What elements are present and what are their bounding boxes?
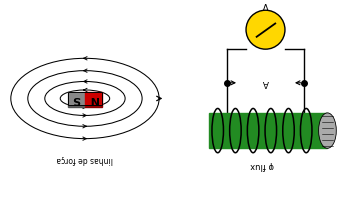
Text: S: S <box>73 94 80 104</box>
Text: φ flux: φ flux <box>250 160 274 169</box>
Text: V: V <box>262 0 269 10</box>
Bar <box>68 93 102 105</box>
Text: A: A <box>262 77 269 86</box>
Text: linhas de força: linhas de força <box>57 155 113 163</box>
Circle shape <box>246 11 285 50</box>
Bar <box>68 105 85 107</box>
Bar <box>85 105 102 107</box>
Bar <box>209 113 327 148</box>
Bar <box>68 93 85 105</box>
Ellipse shape <box>319 113 336 148</box>
Text: N: N <box>89 94 98 104</box>
Bar <box>85 93 102 105</box>
